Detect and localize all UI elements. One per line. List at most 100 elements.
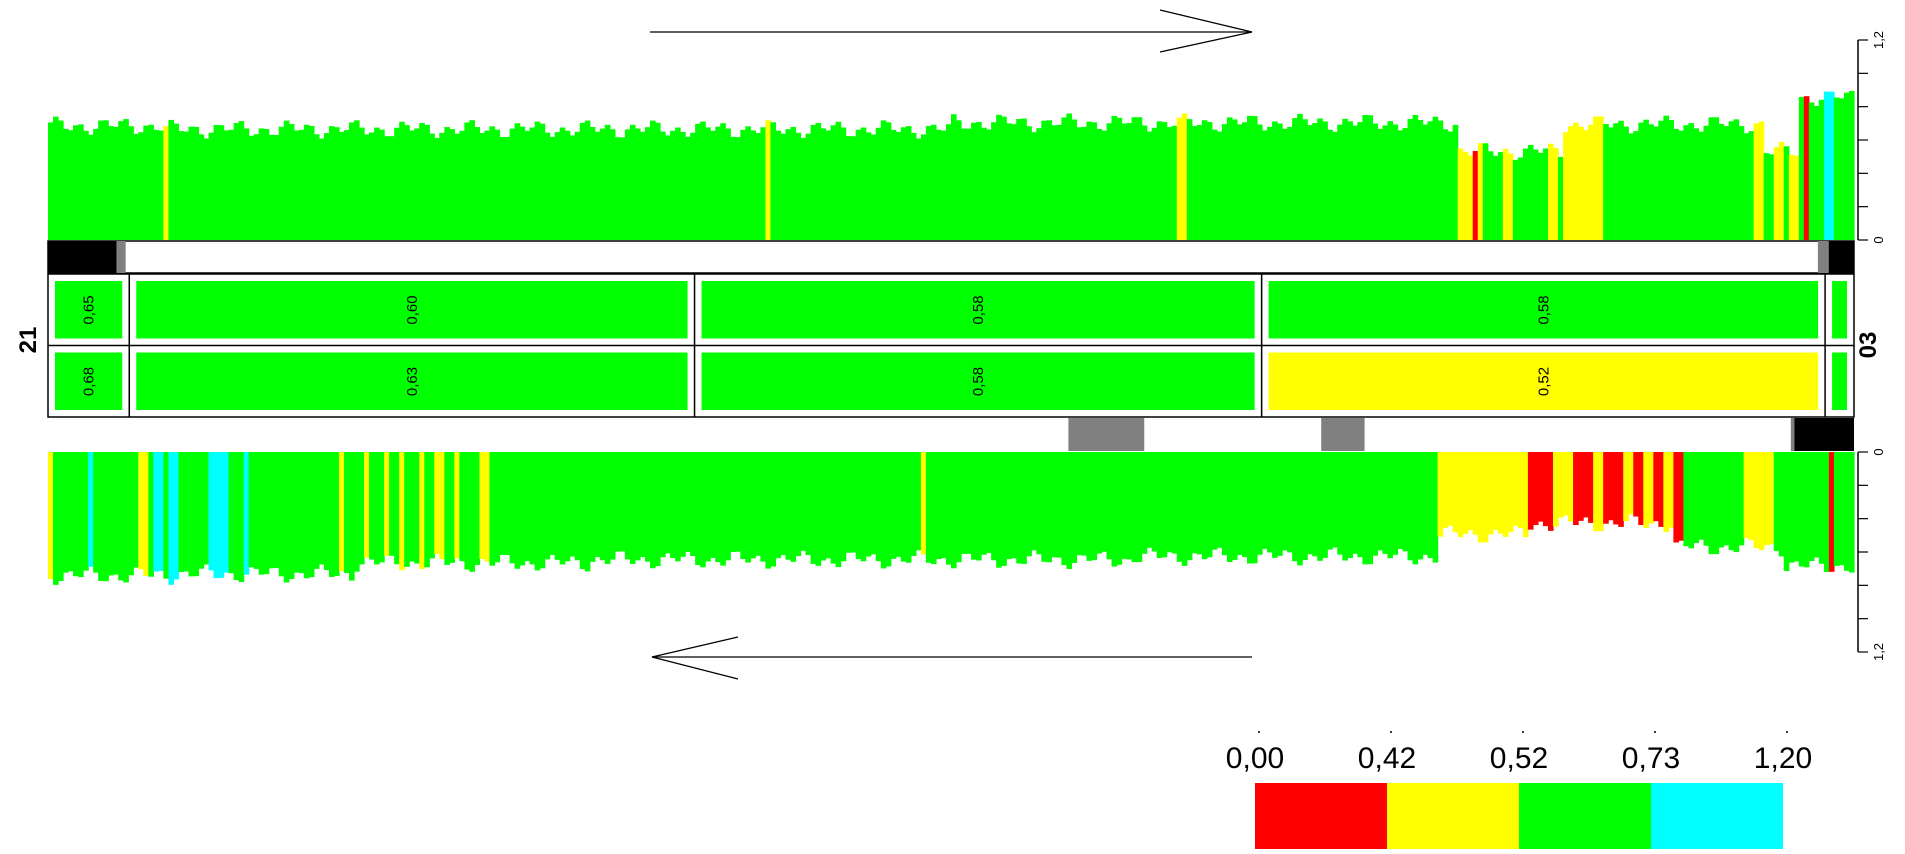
bottom-strand-bar	[956, 452, 962, 563]
top-strand-bar	[1442, 129, 1449, 240]
bottom-strand-bar	[966, 452, 972, 554]
top-strand-bar	[569, 135, 576, 240]
window-bottom-fill	[55, 352, 123, 410]
bottom-strand-bar	[1442, 452, 1449, 528]
top-strand-bar	[379, 129, 385, 240]
bottom-strand-bar	[379, 452, 385, 563]
bottom-strand-bar	[1738, 452, 1745, 546]
bottom-strand-bar	[795, 452, 802, 557]
bottom-strand-bar	[1783, 452, 1790, 571]
bottom-strand-bar	[1221, 452, 1228, 556]
top-strand-bar	[1076, 127, 1083, 240]
bottom-strand-bar	[650, 452, 656, 569]
bottom-strand-bar	[1578, 452, 1584, 521]
bottom-strand-bar	[524, 452, 531, 562]
bottom-strand-bar	[1743, 452, 1750, 539]
bottom-strand-bar	[930, 452, 937, 565]
bottom-strand-bar	[298, 452, 305, 574]
bottom-strand-bar	[1377, 452, 1384, 551]
top-strand-bar	[564, 130, 571, 240]
bottom-strand-bar	[499, 452, 506, 556]
window-bottom-value: 0,68	[81, 367, 98, 396]
top-strand-bar	[58, 120, 64, 240]
top-strand-bar	[755, 133, 761, 240]
top-strand-bar	[278, 126, 285, 240]
top-strand-bar	[288, 124, 295, 240]
top-strand-bar	[981, 127, 987, 240]
top-strand-bar	[670, 130, 676, 240]
bottom-strand-bar	[890, 452, 897, 559]
top-strand-bar	[494, 129, 501, 240]
top-strand-bar	[1803, 96, 1810, 240]
top-strand-bar	[73, 125, 79, 240]
top-strand-bar	[1793, 155, 1800, 240]
top-strand-bar	[1046, 120, 1052, 240]
bottom-strand-bar	[885, 452, 892, 567]
top-strand-bar	[710, 130, 716, 240]
bottom-track-block	[1790, 418, 1795, 451]
top-strand-bar	[48, 122, 54, 240]
window-top-fill	[136, 281, 688, 339]
top-strand-bar	[1116, 117, 1123, 240]
bottom-strand-bar	[349, 452, 355, 581]
top-strand-bar	[715, 126, 721, 240]
window-top-value: 0,58	[1535, 295, 1552, 324]
top-strand-bar	[1558, 156, 1564, 240]
bottom-strand-bar	[1558, 452, 1564, 518]
top-track-block	[48, 241, 117, 273]
top-strand-bar	[855, 129, 862, 240]
top-strand-bar	[1126, 122, 1133, 240]
top-strand-bar	[263, 129, 270, 240]
top-strand-bar	[364, 134, 370, 240]
top-strand-bar	[338, 131, 345, 240]
bottom-strand-bar	[1211, 452, 1218, 550]
bottom-strand-bar	[133, 452, 139, 568]
top-strand-bar	[1402, 128, 1409, 240]
top-strand-bar	[940, 130, 947, 240]
bottom-strand-bar	[1828, 452, 1835, 572]
top-strand-bar	[730, 136, 736, 240]
top-strand-bar	[118, 121, 124, 240]
bottom-strand-bar	[1016, 452, 1022, 564]
window-bottom-value: 0,63	[404, 367, 421, 396]
bottom-strand-bar	[1477, 452, 1484, 543]
top-strand-bar	[945, 124, 952, 240]
bottom-strand-bar	[976, 452, 982, 561]
bottom-strand-bar	[1141, 452, 1148, 554]
bottom-strand-bar	[1156, 452, 1163, 558]
bottom-strand-bar	[454, 452, 460, 559]
top-track-block	[116, 241, 126, 273]
bottom-strand-bar	[875, 452, 882, 562]
bottom-strand-bar	[900, 452, 907, 562]
bottom-strand-bar	[78, 452, 84, 578]
top-strand-bar	[1723, 126, 1730, 240]
top-strand-bar	[1753, 123, 1760, 240]
bottom-strand-bar	[599, 452, 606, 561]
top-strand-bar	[1462, 151, 1469, 240]
top-strand-bar	[1051, 125, 1057, 240]
top-strand-bar	[1191, 126, 1198, 240]
top-strand-bar	[1537, 152, 1544, 240]
bottom-strand-bar	[474, 452, 481, 565]
top-strand-bar	[1573, 122, 1579, 240]
bottom-strand-bar	[278, 452, 285, 577]
top-strand-bar	[83, 130, 89, 240]
top-strand-bar	[905, 126, 912, 240]
bottom-strand-bar	[228, 452, 235, 574]
bottom-strand-bar	[765, 452, 771, 569]
top-strand-bar	[1387, 121, 1394, 240]
top-strand-bar	[675, 127, 681, 240]
bottom-strand-bar	[399, 452, 405, 571]
bottom-strand-bar	[1703, 452, 1710, 546]
bottom-strand-bar	[855, 452, 862, 560]
top-strand-bar	[1693, 128, 1700, 240]
top-strand-bar	[900, 127, 907, 240]
bottom-strand-bar	[1387, 452, 1394, 559]
top-strand-bar	[143, 125, 149, 240]
window-top-fill	[1832, 281, 1847, 339]
top-strand-bar	[1658, 120, 1664, 240]
top-strand-bar	[660, 131, 666, 240]
top-strand-bar	[1613, 123, 1619, 240]
top-strand-bar	[198, 134, 205, 240]
bottom-strand-bar	[1367, 452, 1373, 565]
